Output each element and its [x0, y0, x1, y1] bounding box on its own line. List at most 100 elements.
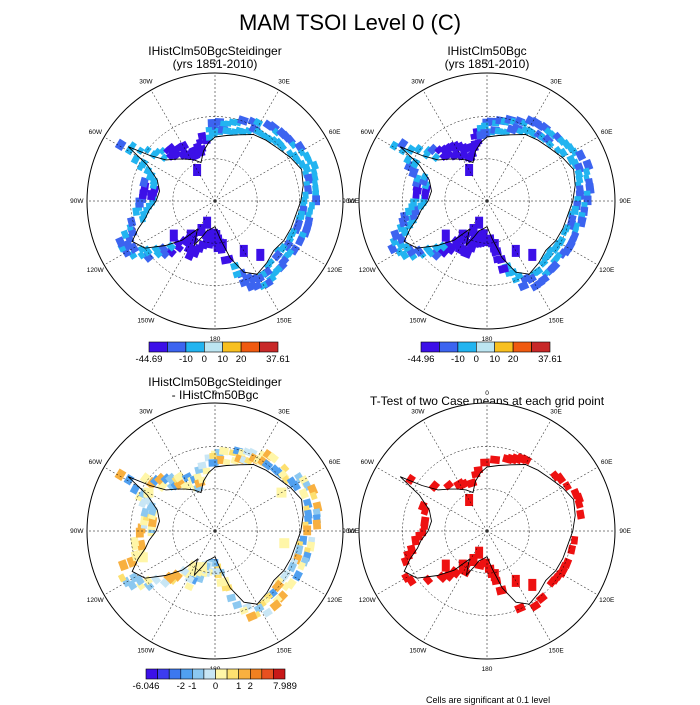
panel-3-title: IHistClm50BgcSteidinger - IHistClm50Bgc [65, 376, 365, 402]
colorbar-swatch [475, 341, 495, 353]
grid-cell [216, 578, 227, 587]
longitude-label: 90W [342, 198, 356, 205]
meridian-line [486, 419, 552, 532]
colorbar-tick-label: -10 [451, 354, 465, 365]
grid-cell [514, 602, 527, 614]
grid-cell [279, 538, 290, 549]
grid-cell [441, 559, 450, 572]
grid-cell [465, 164, 474, 176]
grid-cell [165, 472, 177, 484]
colorbar-swatch [531, 341, 551, 353]
grid-cell [289, 140, 298, 150]
latitude-circle [444, 158, 530, 244]
latitude-circle [172, 158, 258, 244]
longitude-label: 150W [137, 648, 155, 655]
grid-cell [136, 539, 147, 551]
meridian-line [150, 419, 216, 532]
colorbar-tick-label: 0 [213, 681, 218, 692]
grid-cell [136, 146, 145, 155]
grid-cell [290, 480, 301, 492]
panel-1-title: IHistClm50BgcSteidinger (yrs 1851-2010) [65, 45, 365, 71]
grid-cell [312, 519, 322, 530]
grid-cell [427, 143, 439, 156]
grid-cell [154, 472, 167, 485]
grid-cell [184, 582, 194, 592]
polar-map-panel-2: 0 30E 60E 90E 120E 150E 180 150W 120W 90W 60W 30W [342, 60, 632, 343]
longitude-label: 60E [601, 459, 613, 466]
colorbar-swatch [226, 668, 240, 680]
grid-cell [287, 561, 298, 573]
meridian-line [214, 136, 327, 202]
colorbar-tick-label: 2 [248, 681, 253, 692]
colorbar-tick-label: 0 [474, 354, 479, 365]
colorbar-2: -44.96 -10 0 10 20 37.61 [408, 341, 562, 365]
grid-cell [489, 455, 501, 465]
colorbar-swatch [192, 668, 205, 680]
grid-cell [481, 122, 489, 129]
longitude-label: 150E [277, 318, 293, 325]
colorbar-swatch [222, 341, 242, 353]
colorbar-swatch [494, 341, 514, 353]
longitude-label: 60E [601, 129, 613, 136]
grid-cell [450, 149, 462, 161]
grid-cell [389, 140, 399, 151]
meridian-line [422, 530, 488, 643]
longitude-label: 0 [485, 60, 489, 67]
grid-cell [490, 239, 499, 252]
colorbar-tick-label: -6.046 [133, 681, 160, 692]
grid-cell [120, 229, 130, 240]
longitude-label: 90W [342, 528, 356, 535]
meridian-line [486, 136, 599, 202]
grid-cell [465, 494, 474, 506]
map-border [358, 72, 616, 330]
meridian-line [103, 200, 216, 266]
grid-cell [535, 592, 548, 605]
meridian-line [375, 466, 488, 532]
grid-cell [239, 606, 249, 615]
meridian-line [375, 136, 488, 202]
grid-cell [209, 452, 217, 459]
grid-cell [497, 263, 510, 274]
grid-cell [420, 516, 430, 528]
grid-cell [137, 250, 146, 260]
meridian-line [486, 89, 552, 202]
latitude-circle [444, 488, 530, 574]
grid-cell [117, 559, 129, 572]
grid-cell [178, 565, 190, 577]
colorbar-tick-label: -1 [188, 681, 196, 692]
longitude-label: 120W [87, 597, 105, 604]
meridian-line [422, 200, 488, 313]
longitude-label: 120E [599, 267, 615, 274]
grid-cell [469, 554, 478, 566]
grid-cell [570, 535, 579, 545]
grid-cell [419, 528, 427, 537]
grid-cell [538, 258, 549, 268]
longitude-label: 90E [347, 198, 359, 205]
coastline [127, 134, 304, 275]
grid-cell [575, 149, 587, 162]
grid-cell [176, 140, 190, 153]
longitude-label: 90W [70, 528, 84, 535]
meridian-line [486, 200, 599, 266]
longitude-label: 30E [550, 408, 562, 415]
longitude-label: 120E [327, 597, 343, 604]
grid-cell [230, 261, 240, 271]
coastline [127, 464, 304, 605]
grid-cell [280, 463, 290, 473]
grid-cell [475, 216, 484, 229]
colorbar-tick-label: 10 [217, 354, 228, 365]
longitude-label: 60E [329, 129, 341, 136]
meridian-line [486, 466, 599, 532]
colorbar-tick-label: 20 [236, 354, 247, 365]
grid-cell [232, 270, 242, 279]
meridian-line [150, 200, 216, 313]
grid-cell [469, 224, 478, 236]
grid-cell [222, 458, 231, 466]
grid-cell [184, 252, 195, 262]
colorbar-swatch [167, 341, 187, 353]
grid-cell [413, 144, 424, 155]
grid-cell [405, 473, 416, 486]
grid-cell [409, 157, 421, 169]
colorbar-swatch [420, 341, 440, 353]
grid-cell [456, 478, 470, 491]
